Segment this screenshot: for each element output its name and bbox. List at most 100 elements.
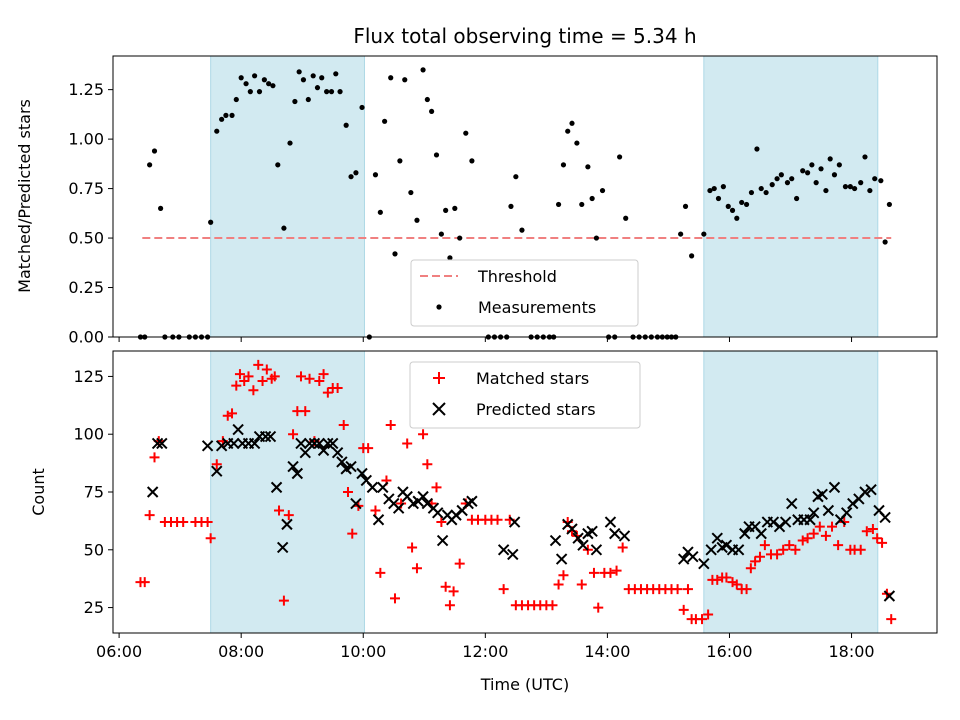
predicted-star-point [259,430,272,443]
measurement-point [443,207,449,213]
matched-star-point [861,526,872,537]
measurement-point [579,201,585,208]
top-legend: Threshold Measurements [410,259,639,327]
matched-star-point [617,542,628,553]
predicted-star-point [555,553,568,565]
matched-star-point [498,584,509,595]
measurement-point [275,162,281,168]
predicted-star-point [450,509,462,521]
predicted-star-point [883,590,896,602]
bottom-shaded-interval-1 [703,350,879,634]
measurement-point [348,174,354,180]
measurement-point [852,185,858,192]
predicted-star-point [421,497,434,510]
top-y-tick-label: 0.50 [68,229,104,248]
measurement-point [319,75,325,81]
matched-star-point [385,419,396,430]
measurement-point [463,130,469,136]
predicted-star-point [336,456,348,468]
matched-star-point [721,572,732,583]
matched-star-point [253,359,264,370]
measurement-point [862,154,868,160]
bottom-y-tick-label: 50 [84,540,104,559]
matched-star-point [790,544,801,555]
matched-star-point [754,551,765,562]
measurement-point [748,189,755,196]
x-tick-label: 16:00 [706,642,752,661]
matched-star-point [745,563,756,574]
bottom-y-tick-label: 125 [73,367,104,386]
matched-star-point [886,614,897,625]
measurement-point [734,215,740,221]
predicted-star-point [822,504,835,517]
predicted-star-point [859,486,871,498]
matched-star-point [304,373,315,384]
predicted-star-point [317,444,330,457]
top-panel: 0.00 0.25 0.50 0.75 1.00 1.25 [68,55,938,347]
measurement-point [800,168,806,174]
measurement-point [867,187,873,194]
measurement-point [333,71,339,77]
x-tick-label: 12:00 [462,642,508,661]
measurement-point [300,77,307,83]
measurement-point [623,215,629,221]
bottom-shaded-interval-0 [210,350,365,634]
measurement-point [314,85,321,91]
matched-star-point [808,528,819,539]
measurement-point [247,89,253,95]
bottom-axes-frame [112,350,938,634]
matched-star-point [144,510,155,521]
measurement-point [287,140,293,146]
matched-star-point [318,369,329,380]
measurement-point [769,182,775,188]
measurements-legend-label: Measurements [478,298,596,317]
predicted-star-point [590,544,603,556]
matched-star-point [576,579,587,590]
predicted-star-point [201,440,214,452]
measurement-point [827,156,833,162]
measurement-point [266,81,272,87]
measurement-point [388,75,394,81]
measurement-point [359,104,365,111]
measurement-point [433,152,440,158]
matched-star-point [741,584,752,595]
matched-star-point [611,565,622,576]
matched-star-point [370,505,381,516]
predicted-star-point [276,541,289,554]
measurement-point [281,225,287,231]
measurement-point [560,162,567,168]
measurement-point [324,89,330,95]
top-y-tick-label: 0.25 [68,278,104,297]
matched-star-point [772,549,783,560]
predicted-star-point [767,516,780,528]
matched-star-point [731,579,742,590]
matched-star-point [877,537,888,548]
top-axes-frame [112,55,938,338]
measurement-point [429,108,435,115]
measurement-point [574,140,580,146]
measurement-point [270,83,276,89]
matched-star-point [418,429,429,440]
predicted-star-point [786,497,798,510]
bottom-y-axis-label: Count [29,468,48,516]
measurement-point [878,178,884,184]
measurement-point [261,77,267,83]
x-tick-label: 14:00 [584,642,630,661]
matched-star-point [867,523,878,534]
matched-star-point [278,595,289,606]
matched-star-point [588,567,599,578]
predicted-star-point [322,437,334,450]
matched-star-point [448,586,459,597]
matched-star-point [342,487,353,497]
measurement-point [569,120,575,126]
predicted-star-point [366,481,379,494]
measurement-point [424,96,430,103]
top-y-tick-label: 1.00 [68,130,104,149]
matched-star-point [178,517,189,528]
measurement-point [774,176,780,182]
measurement-point [847,184,853,190]
matched-star-point [205,533,216,544]
matched-star-point [422,459,433,470]
measurement-point [233,96,239,103]
measurement-point [508,203,514,209]
